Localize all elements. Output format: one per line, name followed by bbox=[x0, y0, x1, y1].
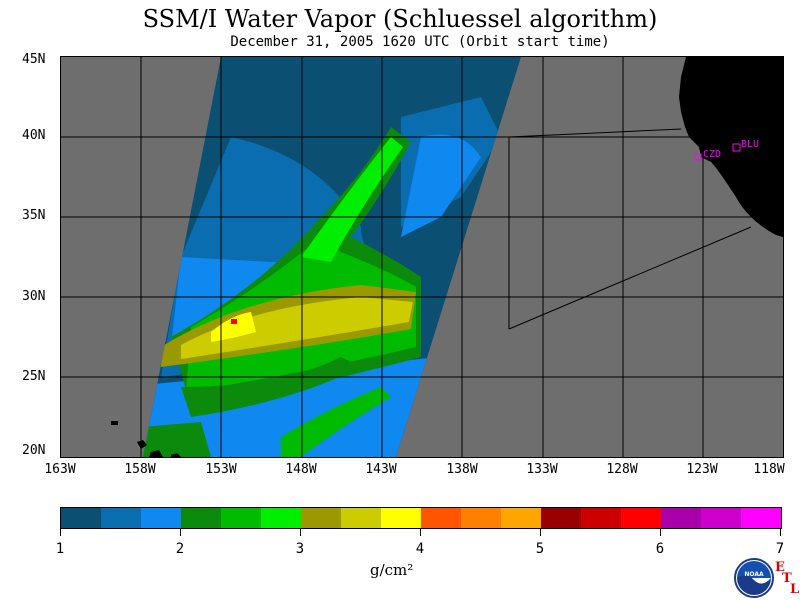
color-scale-tick bbox=[420, 528, 421, 536]
noaa-logo-text: NOAA bbox=[744, 571, 764, 578]
color-swatch bbox=[461, 508, 501, 528]
lat-label-30n: 30N bbox=[22, 289, 46, 304]
color-swatch bbox=[741, 508, 781, 528]
lon-label-133w: 133W bbox=[526, 462, 558, 477]
color-scale-tick bbox=[660, 528, 661, 536]
lon-label-153w: 153W bbox=[205, 462, 237, 477]
color-swatch bbox=[621, 508, 661, 528]
color-scale-tick bbox=[780, 528, 781, 536]
lat-label-40n: 40N bbox=[22, 128, 46, 143]
logo-letter-t: T bbox=[782, 571, 792, 586]
color-swatch bbox=[661, 508, 701, 528]
station-blu bbox=[732, 143, 741, 152]
lat-label-25n: 25N bbox=[22, 369, 46, 384]
color-swatch bbox=[301, 508, 341, 528]
color-swatch bbox=[221, 508, 261, 528]
color-scale-tick-label: 1 bbox=[55, 541, 65, 557]
satellite-swath bbox=[143, 57, 521, 457]
color-swatch bbox=[261, 508, 301, 528]
color-swatch bbox=[541, 508, 581, 528]
color-scale-bar bbox=[60, 507, 782, 529]
lon-label-138w: 138W bbox=[446, 462, 478, 477]
lat-label-35n: 35N bbox=[22, 208, 46, 223]
color-scale-tick-label: 2 bbox=[175, 541, 185, 557]
color-swatch bbox=[381, 508, 421, 528]
hawaii-islands bbox=[111, 421, 181, 457]
color-scale-tick-label: 4 bbox=[415, 541, 425, 557]
color-swatch bbox=[501, 508, 541, 528]
water-vapor-map: CZD BLU bbox=[60, 56, 784, 458]
noaa-logo: NOAA bbox=[734, 558, 774, 598]
color-scale-tick-label: 6 bbox=[655, 541, 665, 557]
units-label: g/cm² bbox=[370, 561, 414, 579]
lon-label-158w: 158W bbox=[124, 462, 156, 477]
graticule bbox=[61, 57, 783, 457]
color-scale-tick-label: 3 bbox=[295, 541, 305, 557]
color-swatch bbox=[141, 508, 181, 528]
chart-subtitle: December 31, 2005 1620 UTC (Orbit start … bbox=[230, 34, 610, 50]
logo-letter-l: L bbox=[790, 582, 800, 597]
color-scale-tick-label: 5 bbox=[535, 541, 545, 557]
color-swatch bbox=[181, 508, 221, 528]
domain-outline bbox=[508, 128, 752, 330]
color-scale-tick bbox=[60, 528, 61, 536]
station-czd bbox=[694, 153, 702, 161]
station-czd-label: CZD bbox=[703, 149, 722, 160]
map-svg bbox=[61, 57, 783, 457]
lat-label-20n: 20N bbox=[22, 443, 46, 458]
lon-label-143w: 143W bbox=[365, 462, 397, 477]
logo-letter-e: E bbox=[775, 560, 785, 575]
color-swatch bbox=[341, 508, 381, 528]
lon-label-163w: 163W bbox=[44, 462, 76, 477]
lon-label-118w: 118W bbox=[753, 462, 785, 477]
color-scale-tick bbox=[300, 528, 301, 536]
chart-title: SSM/I Water Vapor (Schluessel algorithm) bbox=[142, 5, 658, 33]
lon-label-123w: 123W bbox=[686, 462, 718, 477]
color-swatch bbox=[701, 508, 741, 528]
lon-label-128w: 128W bbox=[606, 462, 638, 477]
color-scale-tick bbox=[540, 528, 541, 536]
color-swatch bbox=[61, 508, 101, 528]
color-swatch bbox=[581, 508, 621, 528]
lat-label-45n: 45N bbox=[22, 52, 46, 67]
color-swatch bbox=[101, 508, 141, 528]
color-scale-tick-label: 7 bbox=[775, 541, 785, 557]
station-blu-label: BLU bbox=[741, 139, 760, 150]
color-swatch bbox=[421, 508, 461, 528]
color-scale-tick bbox=[180, 528, 181, 536]
land-mass bbox=[679, 57, 783, 237]
lon-label-148w: 148W bbox=[285, 462, 317, 477]
